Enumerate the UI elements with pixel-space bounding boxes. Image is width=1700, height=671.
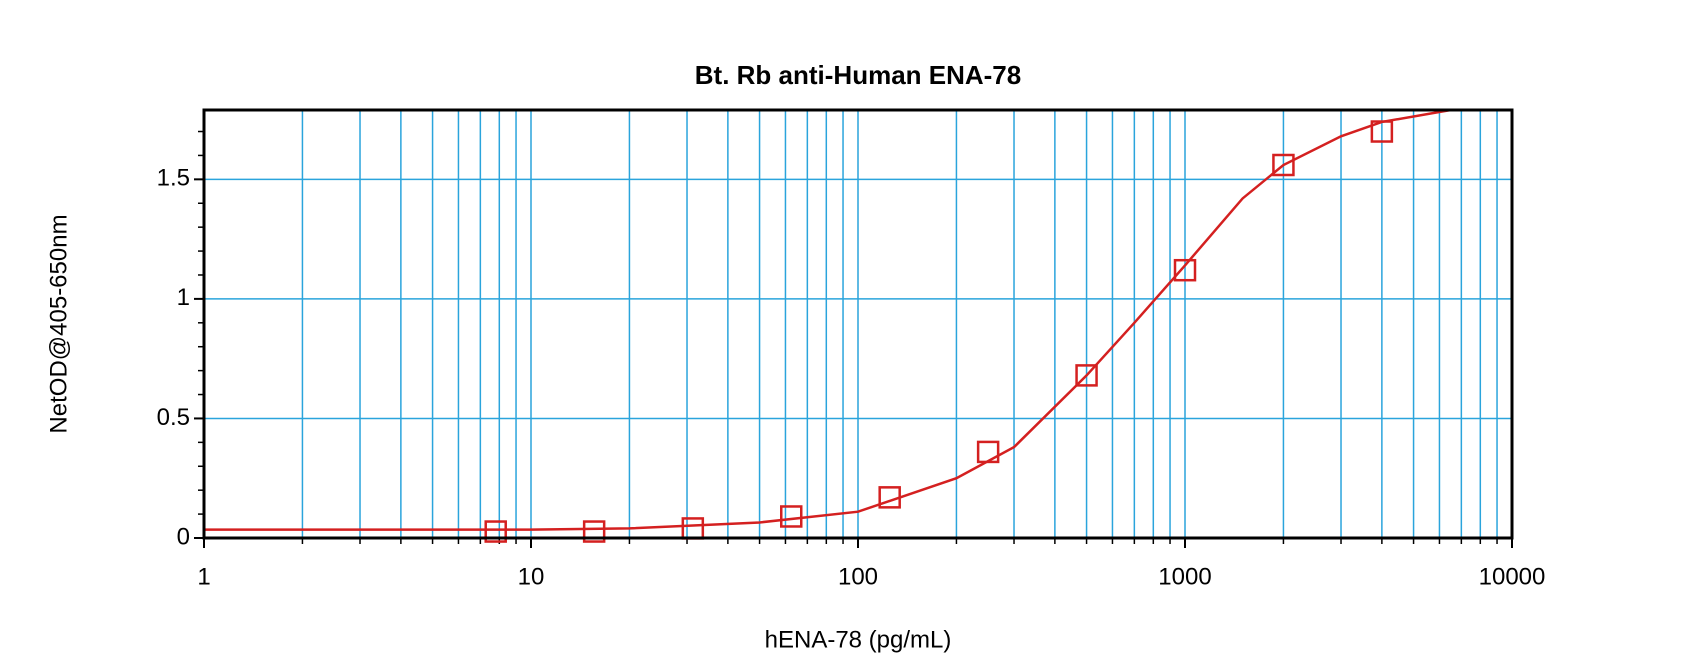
data-point xyxy=(976,440,1000,464)
plot-frame xyxy=(202,108,1514,540)
x-tick-label: 1 xyxy=(197,563,210,590)
x-tick-label: 10 xyxy=(518,563,545,590)
data-point xyxy=(484,520,507,543)
data-point xyxy=(582,520,606,543)
y-tick-label: 1 xyxy=(177,284,190,311)
y-tick-label: 1.5 xyxy=(157,165,190,192)
y-axis-label: NetOD@405-650nm xyxy=(45,214,72,433)
x-tick-label: 100 xyxy=(838,563,878,590)
x-axis-label: hENA-78 (pg/mL) xyxy=(765,626,952,653)
data-point xyxy=(780,505,803,528)
data-point xyxy=(681,517,705,540)
fit-line xyxy=(204,108,1452,531)
chart-title: Bt. Rb anti-Human ENA-78 xyxy=(695,60,1021,90)
y-tick-label: 0 xyxy=(177,523,190,550)
data-point xyxy=(1075,364,1098,387)
x-tick-label: 1000 xyxy=(1158,563,1211,590)
data-point xyxy=(1272,153,1295,177)
x-tick-label: 10000 xyxy=(1479,563,1546,590)
y-tick-label: 0.5 xyxy=(157,404,190,431)
data-point xyxy=(1173,258,1197,282)
